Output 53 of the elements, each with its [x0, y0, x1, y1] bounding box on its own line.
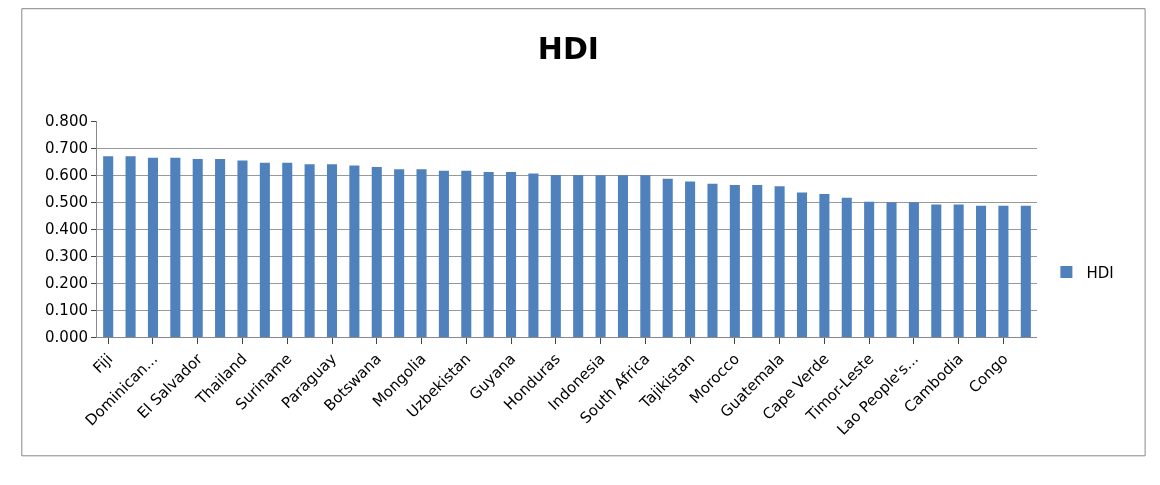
- bar: [394, 169, 405, 337]
- y-tick-label: 0.500: [45, 193, 88, 212]
- bar: [506, 172, 517, 337]
- bar: [819, 193, 830, 337]
- bar: [416, 169, 427, 337]
- bar: [796, 192, 808, 337]
- bar: [215, 159, 226, 337]
- bar: [125, 156, 136, 337]
- bar: [998, 205, 1009, 337]
- bar: [282, 162, 293, 337]
- bar: [259, 162, 270, 337]
- bar: [841, 197, 852, 337]
- bar: [170, 157, 181, 337]
- legend-label: HDI: [1086, 263, 1114, 282]
- bar: [774, 186, 785, 337]
- bar: [864, 201, 875, 337]
- bar: [752, 184, 763, 337]
- bar: [729, 184, 740, 337]
- bar: [617, 175, 628, 337]
- bar: [147, 157, 158, 337]
- bar: [371, 166, 382, 337]
- bar: [1020, 205, 1031, 337]
- bar: [685, 181, 696, 337]
- bar: [640, 175, 651, 337]
- y-tick-label: 0.400: [45, 220, 88, 239]
- bar: [908, 202, 919, 337]
- bar: [483, 172, 494, 337]
- y-tick-label: 0.800: [45, 112, 88, 131]
- bar: [953, 204, 964, 337]
- chart-title: HDI: [537, 31, 599, 66]
- bar: [595, 175, 606, 337]
- y-tick-label: 0.300: [45, 247, 88, 266]
- bar: [326, 164, 338, 337]
- y-tick-label: 0.600: [45, 166, 88, 185]
- bar: [573, 175, 584, 337]
- bar: [931, 204, 942, 337]
- bar: [237, 160, 248, 337]
- y-tick-label: 0.100: [45, 301, 88, 320]
- bar: [192, 159, 203, 337]
- bar: [662, 178, 673, 337]
- bar: [103, 156, 114, 337]
- y-tick-label: 0.200: [45, 274, 88, 293]
- bar: [707, 183, 718, 337]
- bar: [528, 173, 539, 337]
- bar: [886, 202, 897, 337]
- bar: [349, 165, 360, 337]
- bar: [976, 205, 987, 337]
- bar: [438, 170, 449, 337]
- bar: [550, 175, 561, 337]
- y-tick-label: 0.000: [45, 328, 88, 347]
- bar: [304, 164, 315, 337]
- bar: [461, 170, 472, 337]
- y-tick-label: 0.700: [45, 139, 88, 158]
